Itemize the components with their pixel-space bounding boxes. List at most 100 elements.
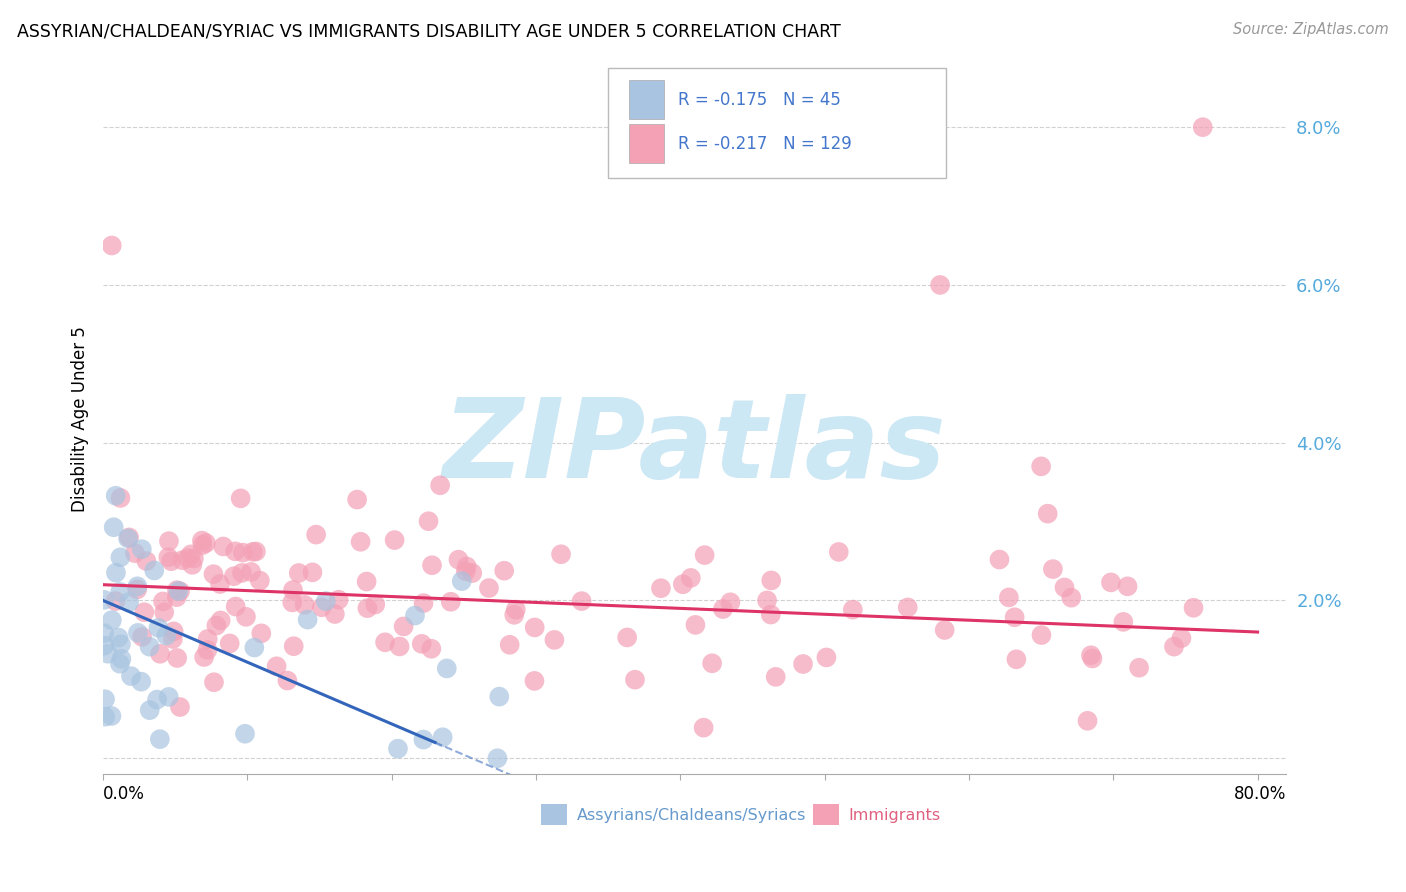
Point	[505, 602, 527, 616]
Point	[1182, 600, 1205, 615]
Point	[305, 527, 328, 541]
Point	[166, 590, 188, 604]
Bar	[628, 124, 664, 163]
Point	[616, 631, 638, 645]
Point	[107, 631, 129, 645]
Point	[149, 647, 172, 661]
Point	[346, 492, 368, 507]
Point	[240, 565, 263, 579]
Point	[93, 639, 115, 653]
Bar	[628, 80, 664, 120]
Point	[183, 551, 205, 566]
Point	[127, 582, 149, 597]
Point	[693, 548, 716, 562]
Point	[897, 600, 920, 615]
Point	[349, 534, 371, 549]
Point	[550, 547, 572, 561]
Text: ZIPatlas: ZIPatlas	[443, 394, 946, 501]
Point	[692, 721, 714, 735]
Point	[124, 546, 146, 560]
Point	[718, 595, 741, 609]
Point	[1005, 652, 1028, 666]
Point	[197, 643, 219, 657]
Point	[242, 545, 264, 559]
Point	[276, 673, 298, 688]
Point	[929, 277, 952, 292]
Point	[374, 635, 396, 649]
Point	[1053, 581, 1076, 595]
Point	[250, 626, 273, 640]
Point	[155, 628, 177, 642]
Point	[157, 690, 180, 704]
Point	[118, 530, 141, 544]
Point	[420, 641, 443, 656]
Point	[815, 650, 838, 665]
Point	[456, 559, 478, 574]
Point	[229, 491, 252, 506]
Point	[1004, 610, 1026, 624]
Point	[143, 564, 166, 578]
Point	[138, 640, 160, 654]
Point	[828, 545, 851, 559]
Point	[287, 566, 309, 580]
Point	[447, 552, 470, 566]
Point	[235, 610, 257, 624]
Point	[488, 690, 510, 704]
Point	[131, 542, 153, 557]
Point	[315, 594, 337, 608]
Point	[364, 598, 387, 612]
Point	[97, 647, 120, 661]
Point	[127, 625, 149, 640]
Point	[166, 583, 188, 598]
Point	[700, 657, 723, 671]
Y-axis label: Disability Age Under 5: Disability Age Under 5	[72, 326, 89, 512]
Point	[998, 591, 1021, 605]
Point	[135, 554, 157, 568]
Point	[356, 574, 378, 589]
Point	[461, 566, 484, 580]
Point	[194, 536, 217, 550]
Point	[108, 657, 131, 671]
Point	[311, 600, 333, 615]
Point	[411, 637, 433, 651]
Point	[297, 613, 319, 627]
Point	[209, 614, 232, 628]
Point	[1042, 562, 1064, 576]
Point	[281, 582, 304, 597]
Point	[169, 584, 191, 599]
Point	[650, 581, 672, 595]
Point	[266, 659, 288, 673]
Point	[1081, 651, 1104, 665]
Point	[231, 566, 253, 580]
Point	[685, 618, 707, 632]
Point	[146, 692, 169, 706]
Point	[169, 700, 191, 714]
Point	[1060, 591, 1083, 605]
Point	[494, 564, 516, 578]
Point	[224, 544, 246, 558]
Point	[202, 675, 225, 690]
Point	[1116, 579, 1139, 593]
Point	[160, 554, 183, 568]
Point	[1128, 661, 1150, 675]
Point	[523, 620, 546, 634]
Point	[110, 637, 132, 651]
Point	[180, 548, 202, 562]
Point	[624, 673, 647, 687]
Point	[104, 566, 127, 580]
Point	[392, 619, 415, 633]
Point	[281, 595, 304, 609]
Point	[1036, 507, 1059, 521]
Point	[679, 571, 702, 585]
Point	[765, 670, 787, 684]
Point	[149, 732, 172, 747]
Point	[384, 533, 406, 547]
Point	[1170, 631, 1192, 645]
Point	[543, 632, 565, 647]
Point	[225, 599, 247, 614]
Point	[101, 613, 124, 627]
Point	[454, 564, 477, 578]
Point	[245, 544, 267, 558]
Point	[418, 514, 440, 528]
Point	[197, 632, 219, 646]
